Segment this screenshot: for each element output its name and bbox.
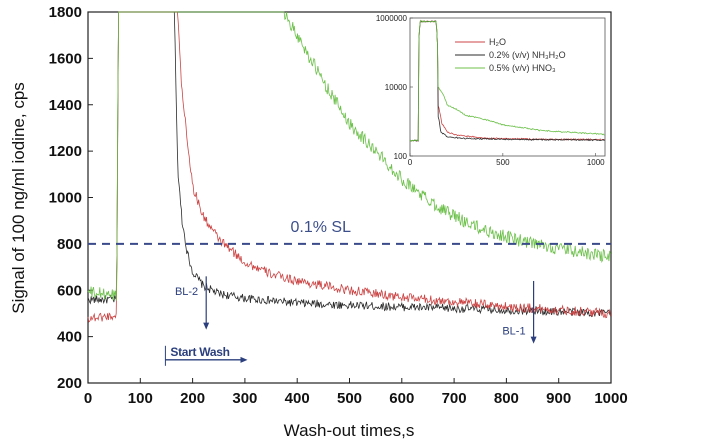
y-tick-label: 1600 xyxy=(49,50,82,67)
inset-axis-ticks: 0 500 1000 100 10000 1000000 xyxy=(376,14,605,167)
inset-x-tick-label: 1000 xyxy=(587,158,605,167)
inset-chart: 0 500 1000 100 10000 1000000 H₂O 0.2% (v/v) NH… xyxy=(376,14,606,167)
x-axis-title: Wash-out times,s xyxy=(284,421,415,440)
inset-series-line-2 xyxy=(409,20,605,142)
inset-legend-label: 0.5% (v/v) HNO₃ xyxy=(489,63,556,73)
main-annotations: 0.1% SL BL-2 BL-1 Start Wash xyxy=(88,219,611,366)
y-tick-label: 600 xyxy=(57,282,82,299)
x-tick-label: 300 xyxy=(232,390,257,407)
y-tick-label: 1400 xyxy=(49,97,82,114)
inset-plot-frame xyxy=(409,17,606,157)
x-tick-label: 500 xyxy=(337,390,362,407)
x-tick-label: 200 xyxy=(180,390,205,407)
inset-legend-label: H₂O xyxy=(489,37,506,47)
y-tick-label: 200 xyxy=(57,375,82,392)
series-line-3 xyxy=(87,11,611,301)
inset-x-tick-label: 500 xyxy=(496,158,510,167)
inset-legend-label: 0.2% (v/v) NH₃H₂O xyxy=(489,50,566,60)
inset-series-group xyxy=(409,19,605,142)
inset-series-line-3 xyxy=(409,20,605,142)
y-tick-label: 400 xyxy=(57,329,82,346)
inset-y-tick-label: 1000000 xyxy=(376,14,408,23)
x-tick-label: 600 xyxy=(389,390,414,407)
bl1-arrowhead xyxy=(530,336,537,344)
x-tick-label: 400 xyxy=(285,390,310,407)
bl2-label: BL-2 xyxy=(175,286,198,298)
main-axis-ticks: 0 100 200 300 400 500 600 700 800 900 100020040060… xyxy=(49,4,628,407)
inset-legend: H₂O 0.2% (v/v) NH₃H₂O 0.5% (v/v) HNO₃ xyxy=(455,37,566,73)
y-tick-label: 1800 xyxy=(49,4,82,21)
inset-x-tick-label: 0 xyxy=(408,158,413,167)
x-tick-label: 800 xyxy=(494,390,519,407)
main-series-group xyxy=(87,11,611,323)
x-tick-label: 0 xyxy=(84,390,92,407)
inset-y-tick-label: 100 xyxy=(394,152,408,161)
x-tick-label: 100 xyxy=(128,390,153,407)
start-wash-arrowhead xyxy=(240,356,248,363)
x-tick-label: 900 xyxy=(546,390,571,407)
y-axis-title: Signal of 100 ng/ml iodine, cps xyxy=(9,82,28,314)
x-tick-label: 700 xyxy=(442,390,467,407)
bl1-label: BL-1 xyxy=(502,325,525,337)
x-tick-label: 1000 xyxy=(594,390,627,407)
y-tick-label: 800 xyxy=(57,236,82,253)
start-wash-label: Start Wash xyxy=(170,345,229,359)
bl2-arrowhead xyxy=(203,322,210,330)
inset-y-tick-label: 10000 xyxy=(385,83,408,92)
threshold-label: 0.1% SL xyxy=(290,219,351,236)
y-tick-label: 1200 xyxy=(49,143,82,160)
y-tick-label: 1000 xyxy=(49,190,82,207)
